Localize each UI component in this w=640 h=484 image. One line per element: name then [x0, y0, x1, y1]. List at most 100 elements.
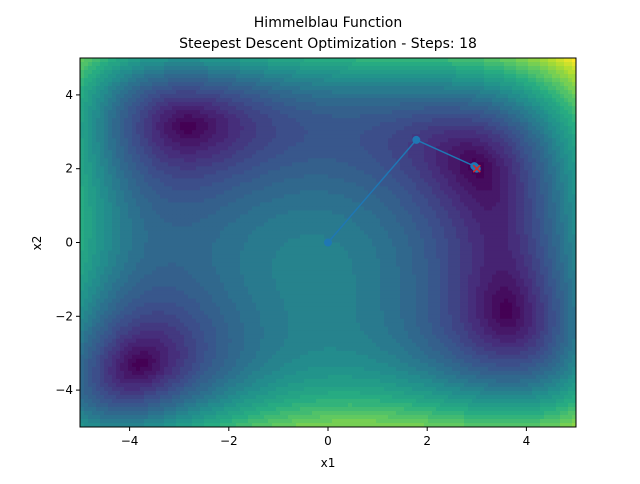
- contour-cell: [304, 150, 309, 155]
- contour-cell: [88, 162, 93, 167]
- contour-cell: [392, 202, 397, 207]
- contour-cell: [316, 154, 321, 159]
- contour-cell: [304, 134, 309, 139]
- contour-cell: [460, 106, 465, 111]
- contour-cell: [404, 126, 409, 131]
- contour-cell: [208, 146, 213, 151]
- contour-cell: [224, 94, 229, 99]
- contour-cell: [156, 170, 161, 175]
- contour-cell: [412, 186, 417, 191]
- contour-cell: [392, 110, 397, 115]
- contour-cell: [300, 94, 305, 99]
- contour-cell: [268, 78, 273, 83]
- contour-cell: [464, 94, 469, 99]
- contour-cell: [480, 62, 485, 67]
- contour-cell: [320, 90, 325, 95]
- contour-cell: [484, 98, 489, 103]
- contour-cell: [440, 190, 445, 195]
- contour-cell: [296, 102, 301, 107]
- contour-cell: [232, 138, 237, 143]
- contour-cell: [304, 94, 309, 99]
- contour-cell: [448, 134, 453, 139]
- contour-cell: [212, 170, 217, 175]
- contour-cell: [88, 134, 93, 139]
- contour-cell: [464, 130, 469, 135]
- contour-cell: [192, 130, 197, 135]
- contour-cell: [100, 182, 105, 187]
- contour-cell: [280, 98, 285, 103]
- contour-cell: [104, 118, 109, 123]
- contour-cell: [368, 90, 373, 95]
- contour-cell: [520, 134, 525, 139]
- contour-cell: [428, 90, 433, 95]
- contour-cell: [452, 118, 457, 123]
- contour-cell: [384, 194, 389, 199]
- contour-cell: [176, 122, 181, 127]
- contour-cell: [348, 126, 353, 131]
- contour-cell: [152, 78, 157, 83]
- contour-cell: [412, 214, 417, 220]
- contour-cell: [208, 114, 213, 119]
- contour-cell: [548, 182, 553, 187]
- contour-cell: [292, 58, 297, 63]
- contour-cell: [312, 138, 317, 143]
- contour-cell: [368, 146, 373, 151]
- contour-cell: [196, 178, 201, 183]
- contour-cell: [128, 174, 133, 179]
- contour-cell: [516, 98, 521, 103]
- contour-cell: [480, 106, 485, 111]
- contour-cell: [540, 58, 545, 63]
- contour-cell: [412, 206, 417, 212]
- contour-cell: [248, 150, 253, 155]
- contour-cell: [176, 90, 181, 95]
- contour-cell: [296, 202, 301, 207]
- contour-cell: [348, 98, 353, 103]
- contour-cell: [320, 86, 325, 91]
- contour-cell: [320, 114, 325, 119]
- contour-cell: [268, 186, 273, 191]
- contour-cell: [244, 94, 249, 99]
- contour-cell: [452, 158, 457, 163]
- contour-cell: [196, 122, 201, 127]
- contour-cell: [252, 162, 257, 167]
- contour-cell: [268, 82, 273, 87]
- contour-cell: [120, 142, 125, 147]
- contour-cell: [172, 62, 177, 67]
- contour-cell: [308, 62, 313, 67]
- contour-cell: [344, 138, 349, 143]
- contour-cell: [104, 138, 109, 143]
- contour-cell: [332, 166, 337, 171]
- contour-cell: [196, 218, 201, 224]
- contour-cell: [156, 86, 161, 91]
- contour-cell: [492, 110, 497, 115]
- contour-cell: [408, 86, 413, 91]
- contour-cell: [424, 182, 429, 187]
- contour-cell: [276, 118, 281, 123]
- contour-cell: [392, 130, 397, 135]
- contour-cell: [352, 110, 357, 115]
- contour-cell: [532, 114, 537, 119]
- contour-cell: [96, 154, 101, 159]
- contour-cell: [252, 190, 257, 195]
- contour-cell: [376, 170, 381, 175]
- contour-cell: [228, 186, 233, 191]
- contour-cell: [304, 154, 309, 159]
- contour-cell: [556, 78, 561, 83]
- contour-cell: [168, 102, 173, 107]
- contour-cell: [548, 154, 553, 159]
- contour-cell: [352, 126, 357, 131]
- contour-cell: [544, 186, 549, 191]
- contour-cell: [260, 178, 265, 183]
- contour-cell: [380, 130, 385, 135]
- contour-cell: [248, 86, 253, 91]
- contour-cell: [368, 114, 373, 119]
- contour-cell: [184, 194, 189, 199]
- contour-cell: [524, 150, 529, 155]
- contour-cell: [164, 110, 169, 115]
- contour-cell: [508, 86, 513, 91]
- contour-cell: [332, 154, 337, 159]
- contour-cell: [524, 106, 529, 111]
- contour-cell: [532, 206, 537, 212]
- contour-cell: [336, 178, 341, 183]
- contour-cell: [452, 126, 457, 131]
